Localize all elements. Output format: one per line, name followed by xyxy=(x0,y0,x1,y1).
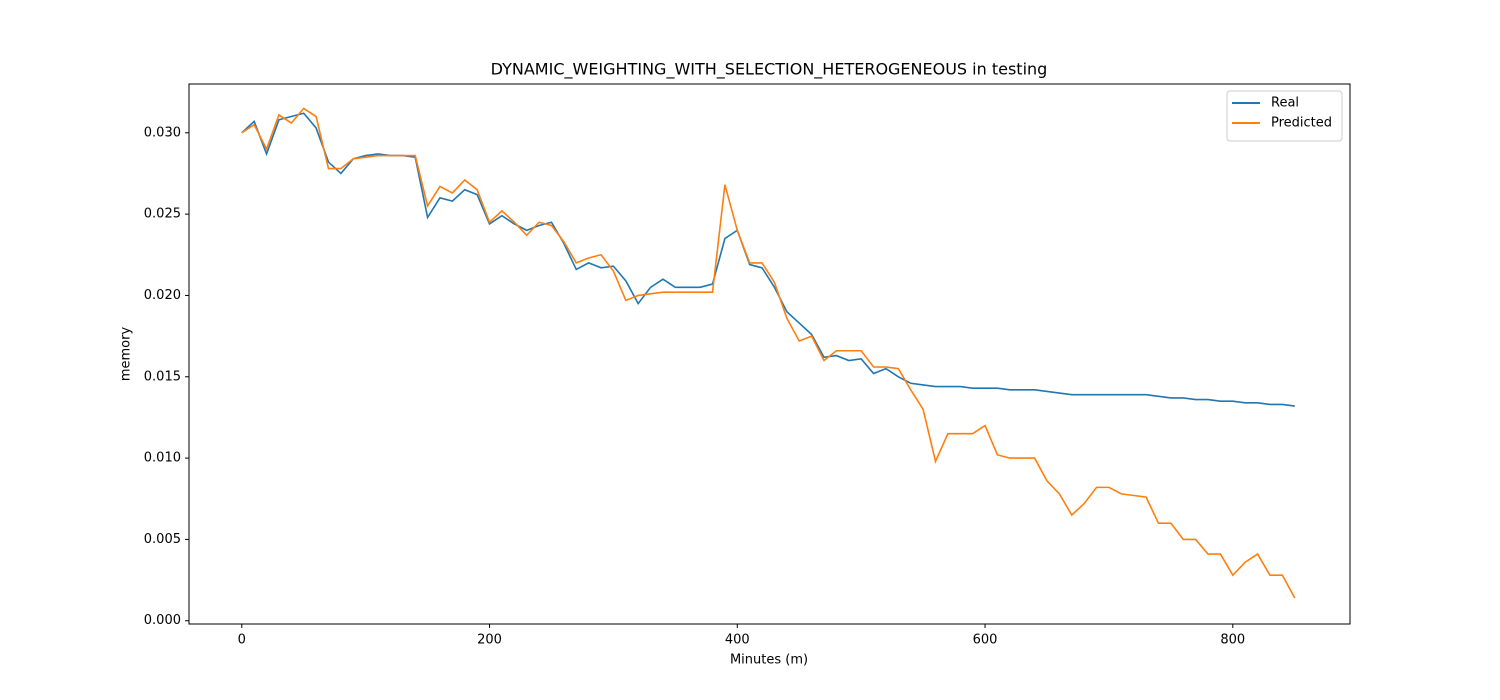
y-axis-label: memory xyxy=(119,327,134,382)
y-tick-label: 0.010 xyxy=(144,451,181,466)
y-tick-label: 0.020 xyxy=(144,288,181,303)
y-tick-label: 0.030 xyxy=(144,125,181,140)
x-tick-label: 800 xyxy=(1220,633,1245,648)
y-tick-label: 0.005 xyxy=(144,532,181,547)
legend: Real Predicted xyxy=(1226,90,1343,142)
x-axis-label: Minutes (m) xyxy=(730,653,808,668)
legend-label: Real xyxy=(1271,96,1299,111)
chart-title: DYNAMIC_WEIGHTING_WITH_SELECTION_HETEROG… xyxy=(491,60,1048,80)
x-tick-label: 400 xyxy=(725,633,750,648)
data-line xyxy=(241,107,1296,599)
legend-label: Predicted xyxy=(1271,116,1332,131)
axes-frame xyxy=(188,83,1351,625)
y-tick-label: 0.015 xyxy=(144,369,181,384)
x-tick-label: 200 xyxy=(477,633,502,648)
y-tick-label: 0.025 xyxy=(144,207,181,222)
x-tick-label: 0 xyxy=(238,633,246,648)
x-tick-label: 600 xyxy=(973,633,998,648)
y-tick-label: 0.000 xyxy=(144,613,181,628)
